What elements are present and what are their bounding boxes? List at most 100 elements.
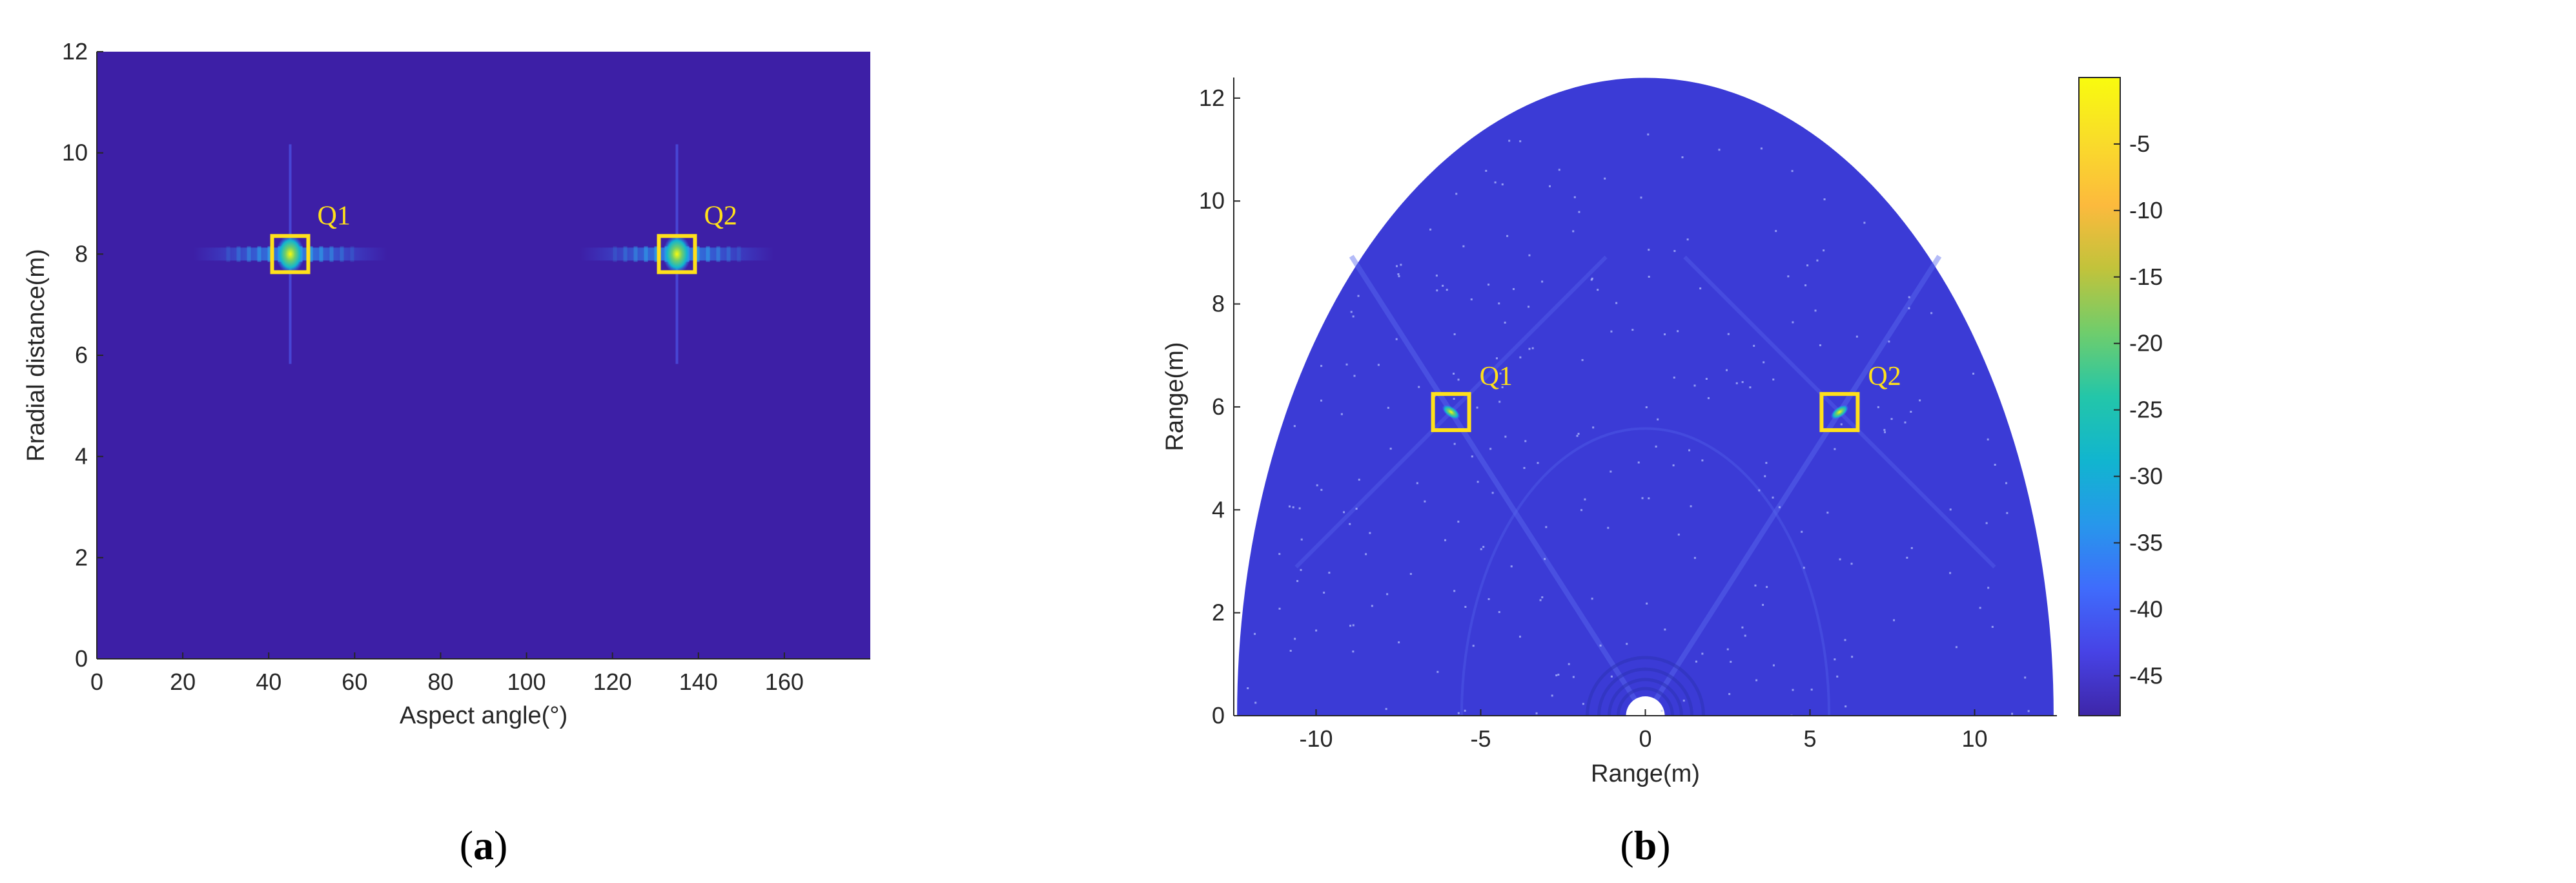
target-label: Q1 [1480, 362, 1513, 391]
speckle [1247, 687, 1249, 689]
speckle [1787, 275, 1790, 278]
speckle [1345, 363, 1348, 366]
speckle [1254, 701, 1257, 704]
speckle [1472, 645, 1475, 647]
speckle [1673, 250, 1676, 253]
speckle [1541, 280, 1544, 283]
target-sidelobe-stripe [247, 246, 251, 262]
speckle [1672, 464, 1675, 466]
speckle [1647, 133, 1650, 136]
speckle [1844, 639, 1846, 641]
target-streak [1349, 255, 1648, 716]
speckle [1395, 338, 1398, 340]
colorbar-bar [2078, 77, 2121, 716]
speckle [1504, 435, 1507, 438]
target-spot [662, 234, 691, 274]
colorbar-tick-label: -15 [2129, 264, 2163, 290]
speckle [1457, 712, 1460, 714]
x-tick-label: 120 [593, 669, 632, 695]
speckle [1512, 288, 1515, 291]
speckle [1910, 410, 1912, 413]
speckle [1424, 500, 1426, 503]
marks-a: Q1 Q2 [193, 144, 774, 364]
speckle [1535, 712, 1538, 714]
speckle [1823, 249, 1825, 252]
speckle [1298, 507, 1301, 510]
target-label: Q2 [1868, 362, 1901, 391]
y-tick-label: 0 [75, 645, 88, 672]
speckle [1705, 378, 1708, 380]
speckle [1524, 440, 1527, 442]
speckle [1591, 277, 1593, 280]
colorbar-tick-label: -30 [2129, 463, 2163, 490]
speckle [1972, 372, 1975, 375]
speckle [1528, 348, 1531, 350]
colorbar: -5 -10 -15 -20 -25 -30 -35 -40 -45 [2078, 77, 2163, 716]
speckle [1681, 156, 1684, 158]
speckle [1418, 386, 1420, 388]
speckle [1591, 597, 1593, 600]
speckle [1664, 333, 1666, 336]
speckle [1409, 573, 1412, 576]
y-tick-label: 10 [62, 140, 88, 166]
x-tick-label: 80 [427, 669, 453, 695]
speckle [1485, 169, 1487, 172]
target-sidelobe-stripe [226, 246, 230, 262]
speckle [1429, 228, 1432, 231]
target-sidelobe-stripe [644, 246, 648, 262]
speckle [1289, 649, 1292, 652]
speckle [1288, 505, 1291, 508]
speckle [1487, 597, 1490, 600]
speckle [1453, 333, 1456, 335]
speckle [1528, 254, 1531, 256]
speckle [1436, 670, 1439, 673]
speckle [1453, 590, 1456, 592]
speckle [1890, 418, 1893, 421]
speckle [1519, 140, 1522, 143]
speckle [1645, 406, 1648, 408]
speckle [1626, 643, 1628, 645]
speckle [1464, 606, 1467, 608]
speckle [1919, 399, 1921, 402]
speckle [1775, 230, 1777, 233]
speckle [1804, 284, 1807, 287]
semicircle-background [1237, 78, 2054, 716]
speckle [1501, 183, 1504, 185]
speckle [1863, 222, 1866, 224]
y-tick-label: 2 [1212, 599, 1225, 626]
speckle [1803, 566, 1805, 569]
y-axis-label-b: Range(m) [1161, 342, 1189, 452]
speckle [1592, 426, 1595, 429]
speckle [1293, 425, 1296, 428]
speckle [1772, 379, 1775, 381]
speckle [1693, 384, 1696, 387]
speckle [1510, 565, 1513, 568]
speckle [1300, 568, 1302, 571]
colorbar-tick-label: -45 [2129, 662, 2163, 689]
panel-a: Q1 Q2 0 2 4 6 8 10 12 0 20 40 60 80 100 120 140 160 Asp… [23, 38, 870, 868]
speckle [1615, 302, 1618, 304]
speckle [1576, 435, 1579, 437]
speckle [1763, 361, 1765, 364]
y-tick-label: 10 [1199, 187, 1225, 214]
speckle [1357, 295, 1360, 297]
y-tick-label: 6 [75, 342, 88, 368]
speckle [1349, 625, 1352, 627]
speckle [1690, 505, 1692, 508]
speckle [1539, 599, 1542, 601]
speckle [1578, 211, 1580, 213]
speckle [1930, 312, 1933, 315]
speckle [1278, 553, 1281, 556]
speckle [2011, 712, 2014, 715]
y-tick-label: 4 [75, 443, 88, 470]
speckle [1755, 679, 1758, 681]
target-sidelobe-stripe [236, 246, 241, 262]
speckle [1766, 586, 1768, 588]
target-box [1819, 391, 1860, 432]
speckle [1753, 344, 1755, 347]
speckle [1537, 462, 1539, 464]
colorbar-tick-label: -5 [2129, 130, 2150, 157]
speckle [1884, 431, 1886, 433]
speckle [1904, 421, 1906, 424]
speckle [1365, 553, 1367, 556]
